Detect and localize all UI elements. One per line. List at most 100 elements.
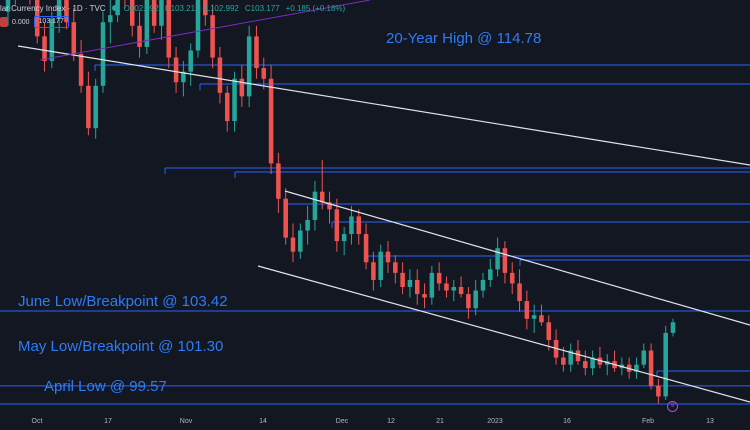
level-label-20-year-high: 20-Year High @ 114.78 xyxy=(386,30,542,47)
axis-tick: 17 xyxy=(104,418,112,425)
candle-body xyxy=(458,286,464,295)
candle-body xyxy=(232,78,237,122)
time-axis: Oct 17 Nov 14 Dec 12 21 2023 16 Feb 13 xyxy=(0,414,750,430)
candle-body xyxy=(641,350,647,365)
candle-body xyxy=(166,0,172,58)
candle-body xyxy=(393,262,398,273)
axis-tick: Dec xyxy=(335,418,349,425)
level-label-may-low: May Low/Breakpoint @ 101.30 xyxy=(18,338,224,355)
candle-body xyxy=(5,0,11,12)
ohlc-change: +0.185 (+0.18%) xyxy=(285,3,346,13)
candle-body xyxy=(531,315,537,319)
candle-body xyxy=(78,54,84,86)
candle-body xyxy=(64,0,69,23)
candle-body xyxy=(517,283,522,302)
candle-body xyxy=(224,92,230,122)
level-label-april-low: April Low @ 99.57 xyxy=(44,378,167,395)
candle-body xyxy=(254,36,259,69)
candle-body xyxy=(312,191,318,220)
candle-body xyxy=(268,78,274,164)
axis-tick: 12 xyxy=(387,418,395,425)
candle-body xyxy=(246,36,252,97)
candle-body xyxy=(217,57,223,93)
candle-body xyxy=(634,364,639,372)
candle-body xyxy=(451,286,457,291)
candle-body xyxy=(363,234,369,263)
candle-body xyxy=(151,0,157,26)
candle-body xyxy=(583,361,588,369)
candle-body xyxy=(466,294,471,309)
candle-body xyxy=(334,209,340,242)
axis-tick: Oct xyxy=(31,418,43,425)
candle-body xyxy=(188,50,193,72)
indicator-value: 0.000 xyxy=(12,18,30,26)
channel-lower-line xyxy=(257,265,750,403)
candle-body xyxy=(656,385,661,397)
candle-body xyxy=(137,25,142,47)
candle-body xyxy=(429,272,435,298)
indicator-toggle-icon[interactable] xyxy=(0,17,8,27)
candle-body xyxy=(56,0,62,19)
candle-body xyxy=(473,290,478,309)
candle-body xyxy=(100,22,106,86)
market-status-icon xyxy=(111,5,118,11)
candle-body xyxy=(546,322,552,340)
candle-body xyxy=(298,230,303,252)
candle-body xyxy=(488,269,493,280)
candle-body xyxy=(159,0,164,26)
candle-body xyxy=(341,234,347,242)
axis-tick: 2023 xyxy=(487,418,503,425)
ohlc-open: O102.992 xyxy=(123,3,159,13)
axis-tick: 16 xyxy=(563,418,571,425)
candle-body xyxy=(670,322,676,333)
candle-body xyxy=(575,350,581,362)
candle-body xyxy=(144,0,150,47)
candle-body xyxy=(93,85,98,129)
candle-body xyxy=(509,272,515,284)
purple-trendline xyxy=(39,0,371,61)
candle-body xyxy=(327,202,332,210)
symbol-title[interactable]: lar Currency Index · 1D · TVC xyxy=(0,3,106,13)
candle-body xyxy=(42,36,47,62)
candle-body xyxy=(561,357,566,365)
candle-body xyxy=(195,0,201,51)
candle-body xyxy=(276,163,281,199)
current-price-box: 103.177 xyxy=(33,16,69,28)
candle-body xyxy=(210,15,215,58)
channel-upper-line xyxy=(284,190,750,326)
candle-body xyxy=(71,22,77,55)
ohlc-low: L102.992 xyxy=(205,3,239,13)
candle-body xyxy=(444,283,449,291)
candle-body xyxy=(663,332,668,397)
candle-body xyxy=(524,301,530,319)
candle-body xyxy=(305,219,310,231)
event-marker-icon[interactable]: 9 xyxy=(667,401,678,412)
axis-tick: 14 xyxy=(259,418,267,425)
candle-body xyxy=(356,216,362,235)
candle-body xyxy=(239,78,245,97)
ohlc-close: C103.177 xyxy=(244,3,280,13)
candle-body xyxy=(86,85,91,129)
candle-body xyxy=(422,294,427,298)
candle-body xyxy=(502,248,508,273)
candle-body xyxy=(648,350,654,386)
candle-body xyxy=(590,357,595,369)
candle-body xyxy=(34,0,40,37)
level-label-june-low: June Low/Breakpoint @ 103.42 xyxy=(18,293,228,310)
candle-body xyxy=(378,251,383,280)
candle-body xyxy=(129,0,135,26)
candle-body xyxy=(414,279,420,295)
candle-body xyxy=(568,350,573,365)
axis-tick: Feb xyxy=(641,418,655,425)
candle-body xyxy=(407,279,413,287)
candle-body xyxy=(203,0,208,16)
candle-body xyxy=(261,68,267,79)
candle-body xyxy=(290,237,296,252)
candle-body xyxy=(385,251,391,263)
candle-body xyxy=(495,248,500,270)
candle-body xyxy=(400,272,405,287)
candle-body xyxy=(173,57,179,83)
candle-body xyxy=(480,279,486,291)
symbol-header: lar Currency Index · 1D · TVC O102.992 H… xyxy=(0,0,345,16)
